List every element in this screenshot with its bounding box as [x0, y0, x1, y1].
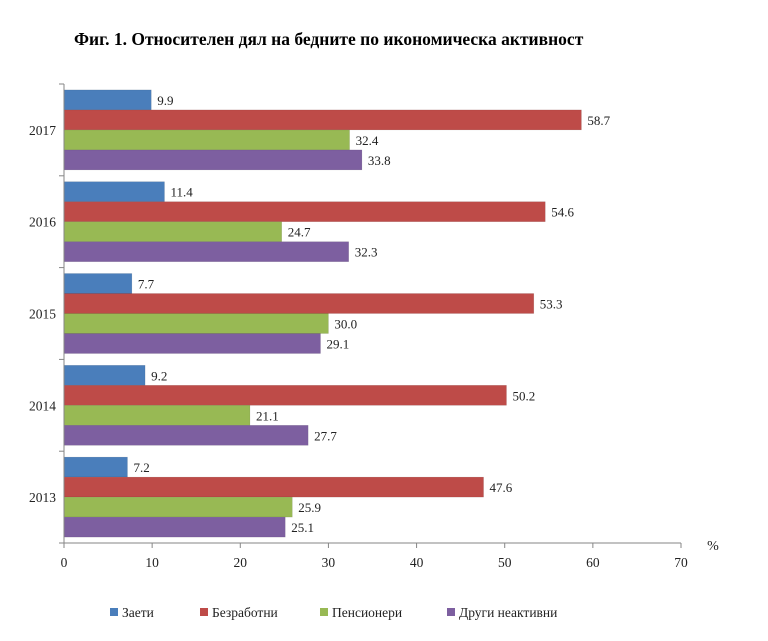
y-tick-label: 2013: [29, 490, 56, 505]
x-tick-label: 60: [586, 555, 600, 570]
bar-value-label: 58.7: [587, 113, 610, 128]
bar-value-label: 9.2: [151, 368, 167, 383]
legend-swatch-заети: [110, 608, 118, 616]
legend-swatch-безработни: [200, 608, 208, 616]
bar-безработни-2017: [63, 109, 582, 131]
legend-swatch-пенсионери: [320, 608, 328, 616]
bar-други-неактивни-2014: [63, 424, 309, 446]
x-tick-label: 10: [145, 555, 159, 570]
bar-безработни-2016: [63, 201, 546, 222]
legend-label: Пенсионери: [332, 605, 402, 620]
y-tick-label: 2015: [29, 307, 56, 322]
bar-value-label: 30.0: [334, 317, 357, 332]
bar-value-label: 33.8: [368, 153, 391, 168]
bar-value-label: 53.3: [540, 297, 563, 312]
bar-value-label: 25.1: [291, 520, 314, 535]
bar-заети-2015: [63, 273, 133, 294]
bar-пенсионери-2013: [63, 496, 293, 518]
y-tick-label: 2017: [29, 123, 56, 138]
bar-други-неактивни-2015: [63, 333, 321, 354]
y-tick-label: 2014: [29, 398, 56, 413]
x-tick-label: 70: [674, 555, 688, 570]
bar-value-label: 11.4: [170, 185, 193, 200]
bar-value-label: 7.2: [133, 460, 149, 475]
bar-value-label: 25.9: [298, 500, 321, 515]
x-axis-unit-label: %: [707, 539, 719, 554]
bar-value-label: 50.2: [512, 388, 535, 403]
bar-пенсионери-2015: [63, 313, 329, 334]
bar-value-label: 32.4: [356, 133, 379, 148]
bar-заети-2017: [63, 89, 152, 111]
bar-value-label: 29.1: [326, 337, 349, 352]
bar-други-неактивни-2013: [63, 516, 286, 538]
x-tick-label: 0: [61, 555, 68, 570]
bar-пенсионери-2017: [63, 129, 350, 151]
legend-label: Други неактивни: [459, 605, 557, 620]
bar-безработни-2015: [63, 293, 535, 314]
bar-value-label: 9.9: [157, 93, 173, 108]
x-tick-label: 50: [498, 555, 512, 570]
bar-други-неактивни-2016: [63, 241, 350, 262]
bar-value-label: 54.6: [551, 205, 574, 220]
legend-label: Безработни: [212, 605, 278, 620]
legend-swatch-други-неактивни: [447, 608, 455, 616]
bar-безработни-2013: [63, 476, 484, 498]
bar-пенсионери-2016: [63, 221, 283, 242]
bar-value-label: 32.3: [355, 245, 378, 260]
bar-value-label: 27.7: [314, 428, 337, 443]
bar-заети-2016: [63, 181, 165, 202]
bar-безработни-2014: [63, 384, 507, 406]
x-tick-label: 20: [234, 555, 248, 570]
y-tick-label: 2016: [29, 215, 56, 230]
bar-пенсионери-2014: [63, 404, 251, 426]
bar-value-label: 7.7: [138, 277, 155, 292]
legend-label: Заети: [122, 605, 154, 620]
bar-заети-2013: [63, 456, 128, 478]
bar-value-label: 24.7: [288, 225, 311, 240]
bar-заети-2014: [63, 364, 146, 386]
x-tick-label: 40: [410, 555, 424, 570]
chart-title: Фиг. 1. Относителен дял на бедните по ик…: [74, 29, 584, 49]
x-tick-label: 30: [322, 555, 336, 570]
bar-други-неактивни-2017: [63, 149, 363, 171]
bar-value-label: 47.6: [490, 480, 513, 495]
bar-value-label: 21.1: [256, 408, 279, 423]
